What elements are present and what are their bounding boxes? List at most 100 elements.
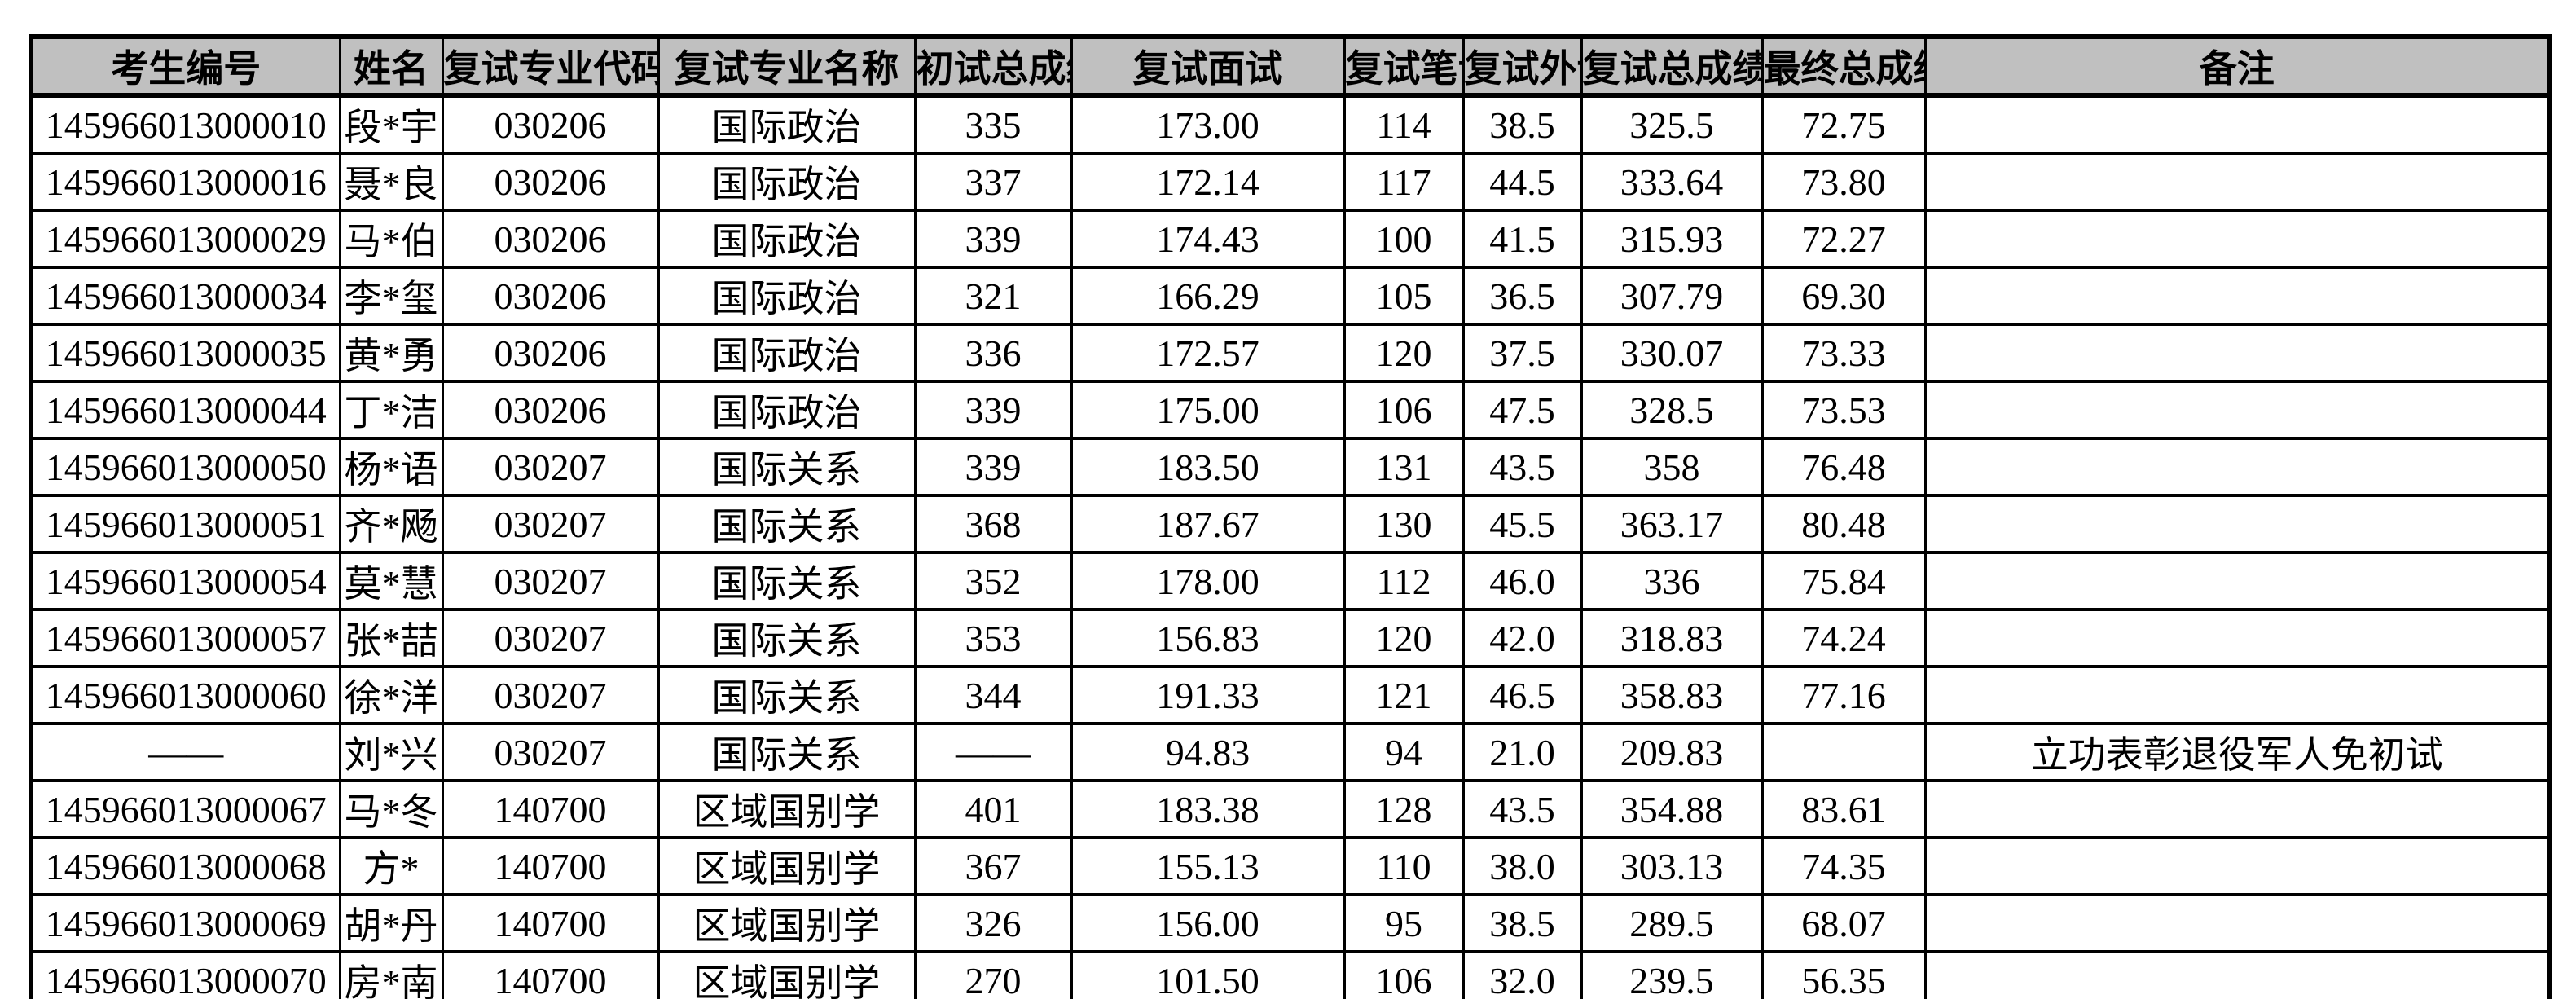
cell-retest_major_code: 140700 — [441, 836, 660, 896]
table-row: 145966013000010 段*宇 030206 国际政治 335 173.00 114… — [29, 94, 2552, 155]
cell-name: 张*喆 — [338, 608, 444, 668]
cell-retest_foreign_language: 38.5 — [1462, 94, 1583, 155]
cell-retest_major_name: 国际关系 — [657, 551, 917, 611]
cell-retest_written: 120 — [1343, 323, 1465, 383]
cell-retest_written: 131 — [1343, 437, 1465, 497]
cell-remark — [1923, 209, 2552, 269]
cell-retest_interview: 94.83 — [1070, 722, 1346, 782]
cell-retest_major_code: 030206 — [441, 323, 660, 383]
cell-final_total_score: 69.30 — [1761, 266, 1927, 326]
cell-retest_foreign_language: 41.5 — [1462, 209, 1583, 269]
cell-candidate_id: 145966013000069 — [29, 893, 341, 953]
table-row: 145966013000068 方* 140700 区域国别学 367 155.13 110… — [29, 836, 2552, 896]
cell-retest_written: 94 — [1343, 722, 1465, 782]
cell-retest_interview: 172.14 — [1070, 152, 1346, 212]
cell-name: 段*宇 — [338, 94, 444, 155]
cell-retest_interview: 173.00 — [1070, 94, 1346, 155]
cell-retest_total_score: 289.5 — [1580, 893, 1764, 953]
cell-retest_written: 120 — [1343, 608, 1465, 668]
cell-name: 马*冬 — [338, 779, 444, 839]
cell-retest_major_code: 140700 — [441, 779, 660, 839]
cell-candidate_id: 145966013000051 — [29, 494, 341, 554]
cell-remark — [1923, 779, 2552, 839]
cell-final_total_score: 74.35 — [1761, 836, 1927, 896]
cell-retest_interview: 175.00 — [1070, 380, 1346, 440]
table-row: 145966013000050 杨*语 030207 国际关系 339 183.50 131… — [29, 437, 2552, 497]
cell-retest_foreign_language: 32.0 — [1462, 950, 1583, 999]
cell-retest_major_name: 国际政治 — [657, 209, 917, 269]
cell-candidate_id: 145966013000054 — [29, 551, 341, 611]
cell-retest_major_name: 国际关系 — [657, 665, 917, 725]
cell-remark — [1923, 494, 2552, 554]
cell-retest_total_score: 363.17 — [1580, 494, 1764, 554]
cell-retest_total_score: 315.93 — [1580, 209, 1764, 269]
cell-retest_written: 105 — [1343, 266, 1465, 326]
column-header-initial_total_score: 初试总成绩 — [913, 35, 1073, 98]
cell-initial_total_score: —— — [913, 722, 1073, 782]
cell-retest_interview: 174.43 — [1070, 209, 1346, 269]
cell-retest_total_score: 333.64 — [1580, 152, 1764, 212]
cell-retest_foreign_language: 37.5 — [1462, 323, 1583, 383]
cell-final_total_score: 56.35 — [1761, 950, 1927, 999]
column-header-candidate_id: 考生编号 — [29, 35, 341, 98]
cell-retest_total_score: 318.83 — [1580, 608, 1764, 668]
table-row: 145966013000067 马*冬 140700 区域国别学 401 183.38 12… — [29, 779, 2552, 839]
cell-name: 房*南 — [338, 950, 444, 999]
cell-final_total_score: 77.16 — [1761, 665, 1927, 725]
cell-retest_major_name: 国际关系 — [657, 608, 917, 668]
cell-retest_major_code: 030207 — [441, 608, 660, 668]
cell-initial_total_score: 344 — [913, 665, 1073, 725]
cell-name: 齐*飏 — [338, 494, 444, 554]
cell-initial_total_score: 368 — [913, 494, 1073, 554]
cell-retest_foreign_language: 21.0 — [1462, 722, 1583, 782]
cell-retest_major_code: 140700 — [441, 893, 660, 953]
cell-final_total_score: 76.48 — [1761, 437, 1927, 497]
cell-final_total_score: 73.53 — [1761, 380, 1927, 440]
cell-retest_written: 106 — [1343, 950, 1465, 999]
cell-final_total_score: 73.80 — [1761, 152, 1927, 212]
cell-retest_major_code: 030207 — [441, 665, 660, 725]
column-header-retest_major_name: 复试专业名称 — [657, 35, 917, 98]
cell-retest_interview: 156.83 — [1070, 608, 1346, 668]
cell-retest_major_name: 国际关系 — [657, 437, 917, 497]
cell-retest_major_code: 030207 — [441, 551, 660, 611]
cell-retest_written: 110 — [1343, 836, 1465, 896]
cell-remark — [1923, 893, 2552, 953]
table-row: 145966013000069 胡*丹 140700 区域国别学 326 156.00 95… — [29, 893, 2552, 953]
cell-remark: 立功表彰退役军人免初试 — [1923, 722, 2552, 782]
cell-remark — [1923, 380, 2552, 440]
cell-retest_major_name: 区域国别学 — [657, 779, 917, 839]
cell-remark — [1923, 836, 2552, 896]
cell-candidate_id: —— — [29, 722, 341, 782]
cell-retest_major_code: 030207 — [441, 437, 660, 497]
cell-initial_total_score: 352 — [913, 551, 1073, 611]
cell-retest_foreign_language: 47.5 — [1462, 380, 1583, 440]
cell-candidate_id: 145966013000035 — [29, 323, 341, 383]
cell-retest_total_score: 209.83 — [1580, 722, 1764, 782]
cell-initial_total_score: 339 — [913, 380, 1073, 440]
cell-initial_total_score: 321 — [913, 266, 1073, 326]
cell-initial_total_score: 367 — [913, 836, 1073, 896]
cell-final_total_score: 80.48 — [1761, 494, 1927, 554]
table-row: 145966013000029 马*伯 030206 国际政治 339 174.43 100… — [29, 209, 2552, 269]
table-row: —— 刘*兴 030207 国际关系 —— 94.83 94 21.0 209.83 立功表彰退役… — [29, 722, 2552, 782]
cell-retest_foreign_language: 42.0 — [1462, 608, 1583, 668]
cell-retest_interview: 155.13 — [1070, 836, 1346, 896]
table-row: 145966013000034 李*玺 030206 国际政治 321 166.29 105… — [29, 266, 2552, 326]
cell-initial_total_score: 336 — [913, 323, 1073, 383]
cell-retest_major_code: 030206 — [441, 94, 660, 155]
cell-remark — [1923, 665, 2552, 725]
cell-retest_interview: 178.00 — [1070, 551, 1346, 611]
table-row: 145966013000057 张*喆 030207 国际关系 353 156.83 120… — [29, 608, 2552, 668]
cell-retest_major_name: 区域国别学 — [657, 950, 917, 999]
cell-name: 丁*洁 — [338, 380, 444, 440]
column-header-retest_foreign_language: 复试外语 — [1462, 35, 1583, 98]
cell-remark — [1923, 950, 2552, 999]
cell-final_total_score: 72.75 — [1761, 94, 1927, 155]
cell-final_total_score: 68.07 — [1761, 893, 1927, 953]
cell-retest_written: 100 — [1343, 209, 1465, 269]
cell-candidate_id: 145966013000070 — [29, 950, 341, 999]
cell-retest_written: 106 — [1343, 380, 1465, 440]
cell-retest_interview: 191.33 — [1070, 665, 1346, 725]
